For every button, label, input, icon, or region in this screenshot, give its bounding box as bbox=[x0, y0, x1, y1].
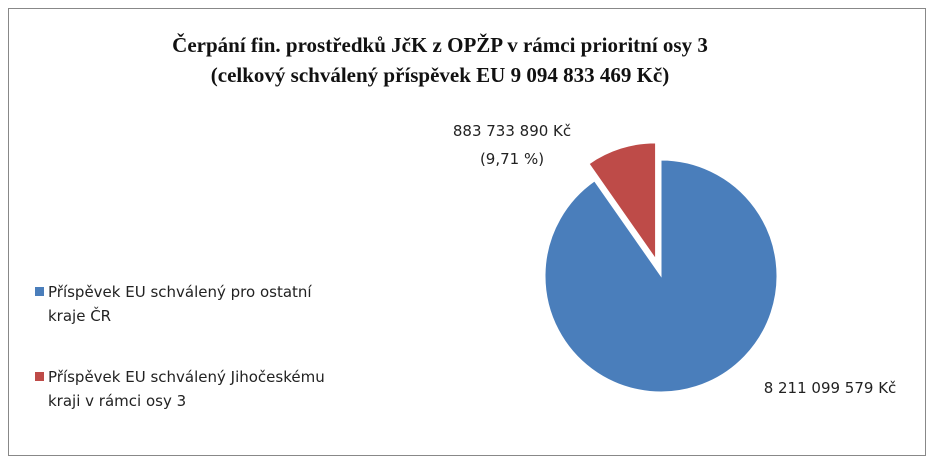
chart-title: Čerpání fin. prostředků JčK z OPŽP v rám… bbox=[172, 33, 708, 57]
legend-swatch bbox=[35, 287, 44, 296]
legend-label: Příspěvek EU schválený pro ostatní kraje… bbox=[48, 283, 312, 325]
chart-subtitle: (celkový schválený příspěvek EU 9 094 83… bbox=[211, 63, 669, 87]
legend-item: Příspěvek EU schválený Jihočeskému kraji… bbox=[35, 365, 348, 413]
legend-swatch bbox=[35, 372, 44, 381]
pie-slice bbox=[544, 159, 778, 393]
legend-label: Příspěvek EU schválený Jihočeskému kraji… bbox=[48, 368, 325, 410]
value-label: 883 733 890 Kč bbox=[453, 122, 571, 140]
pie-slice bbox=[588, 142, 657, 261]
chart-border bbox=[8, 8, 926, 456]
percent-label: (9,71 %) bbox=[480, 150, 544, 168]
value-label: 8 211 099 579 Kč bbox=[764, 379, 897, 397]
legend-item: Příspěvek EU schválený pro ostatní kraje… bbox=[35, 280, 348, 328]
